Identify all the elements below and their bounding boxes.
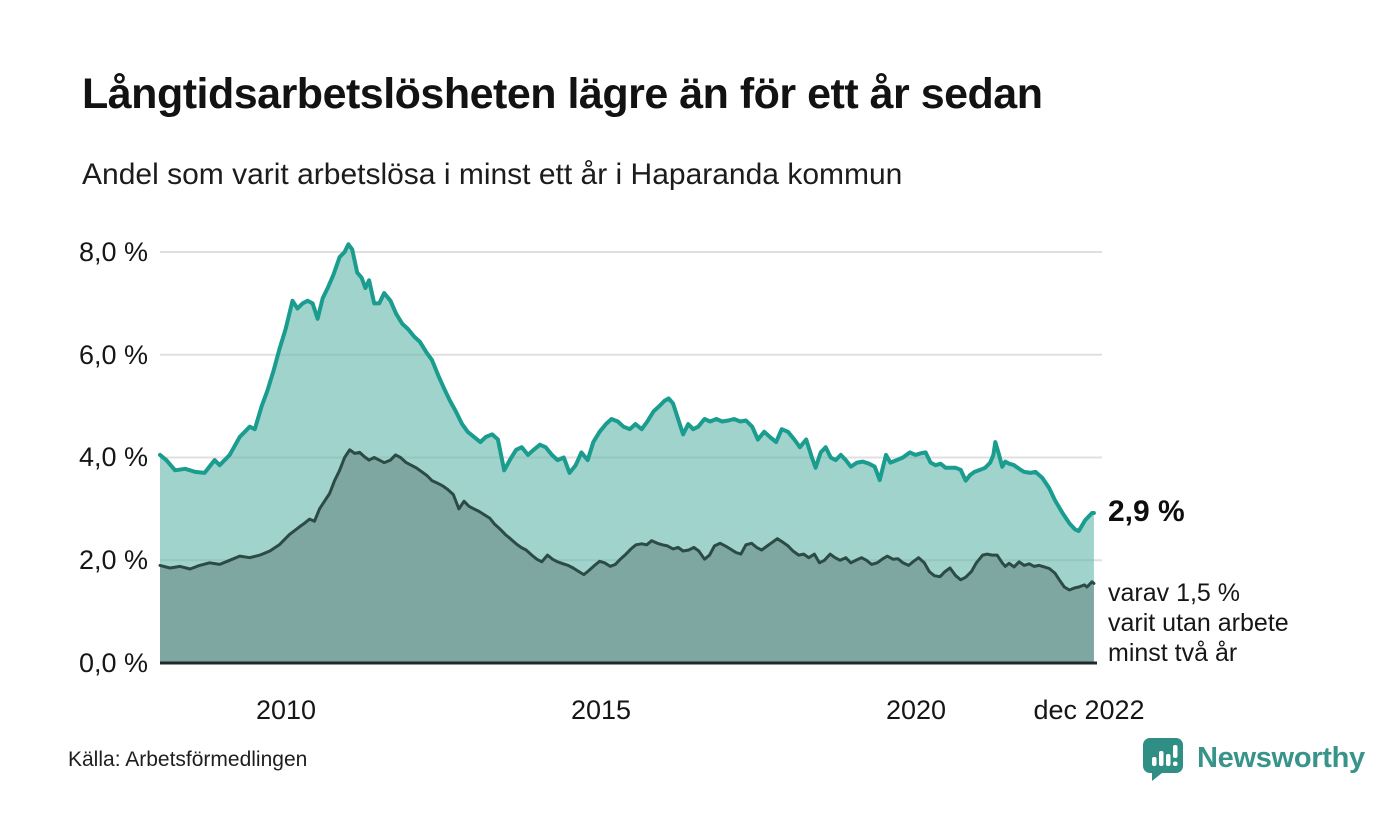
area-series [158,242,1096,664]
exclamation-dot [1173,761,1178,766]
y-axis-label-6: 6,0 % [78,340,148,370]
two-year-note: varav 1,5 % varit utan arbete minst två … [1108,579,1289,667]
x-axis-label-2020: 2020 [885,695,947,725]
brand-name: Newsworthy [1197,741,1365,774]
exclamation-stem [1173,745,1178,758]
x-axis-label-dec-2022: dec 2022 [1033,695,1145,725]
source-text: Källa: Arbetsförmedlingen [68,748,308,771]
y-axis-label-2: 2,0 % [78,545,148,575]
latest-value-label: 2,9 % [1108,494,1185,528]
y-axis-label-4: 4,0 % [78,442,148,472]
x-axis-label-2015: 2015 [570,695,632,725]
bar-medium [1166,754,1171,766]
chart-subtitle: Andel som varit arbetslösa i minst ett å… [82,158,903,191]
page-title: Långtidsarbetslösheten lägre än för ett … [82,70,1043,118]
bar-tall [1159,751,1164,766]
newsworthy-logo: Newsworthy [1140,735,1365,781]
newsworthy-bubble-chart-icon [1143,738,1183,781]
bar-small [1152,757,1157,766]
x-axis-label-2010: 2010 [255,695,317,725]
y-axis-label-8: 8,0 % [78,237,148,267]
y-axis-label-0: 0,0 % [78,648,148,678]
